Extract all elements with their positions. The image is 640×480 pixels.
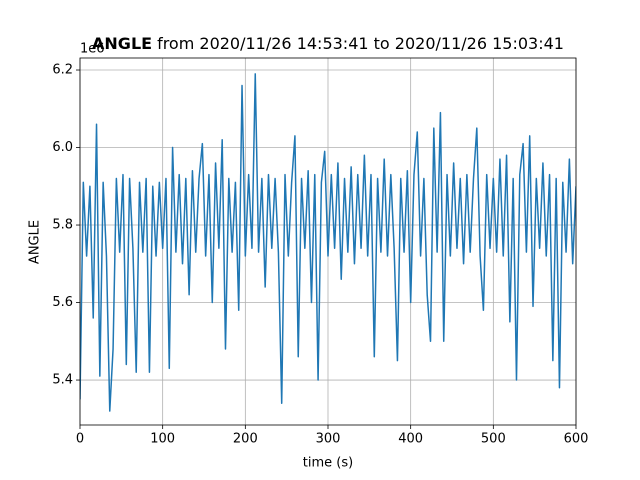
y-tick-label: 6.2 (52, 63, 73, 78)
x-tick-label: 400 (398, 432, 423, 447)
ticks: 0 100 200 300 400 500 600 5.4 5.6 5.8 6.0 6.2 (52, 63, 588, 447)
data-line (80, 73, 576, 412)
title-rest: from 2020/11/26 14:53:41 to 2020/11/26 1… (157, 34, 564, 53)
x-tick-label: 300 (316, 432, 341, 447)
x-axis-label: time (s) (303, 456, 353, 471)
title-bold: ANGLE (92, 34, 152, 53)
y-axis-label: ANGLE (28, 220, 43, 264)
y-tick-label: 6.0 (52, 140, 73, 155)
y-tick-label: 5.8 (52, 218, 73, 233)
y-tick-label: 5.6 (52, 295, 73, 310)
x-tick-label: 600 (564, 432, 589, 447)
x-tick-label: 200 (233, 432, 258, 447)
y-offset-text: 1e6 (80, 42, 105, 57)
plot-area (80, 73, 576, 412)
x-tick-label: 0 (76, 432, 84, 447)
x-tick-label: 100 (150, 432, 175, 447)
chart-title: ANGLE from 2020/11/26 14:53:41 to 2020/11… (92, 34, 564, 53)
x-tick-label: 500 (481, 432, 506, 447)
y-tick-label: 5.4 (52, 373, 73, 388)
